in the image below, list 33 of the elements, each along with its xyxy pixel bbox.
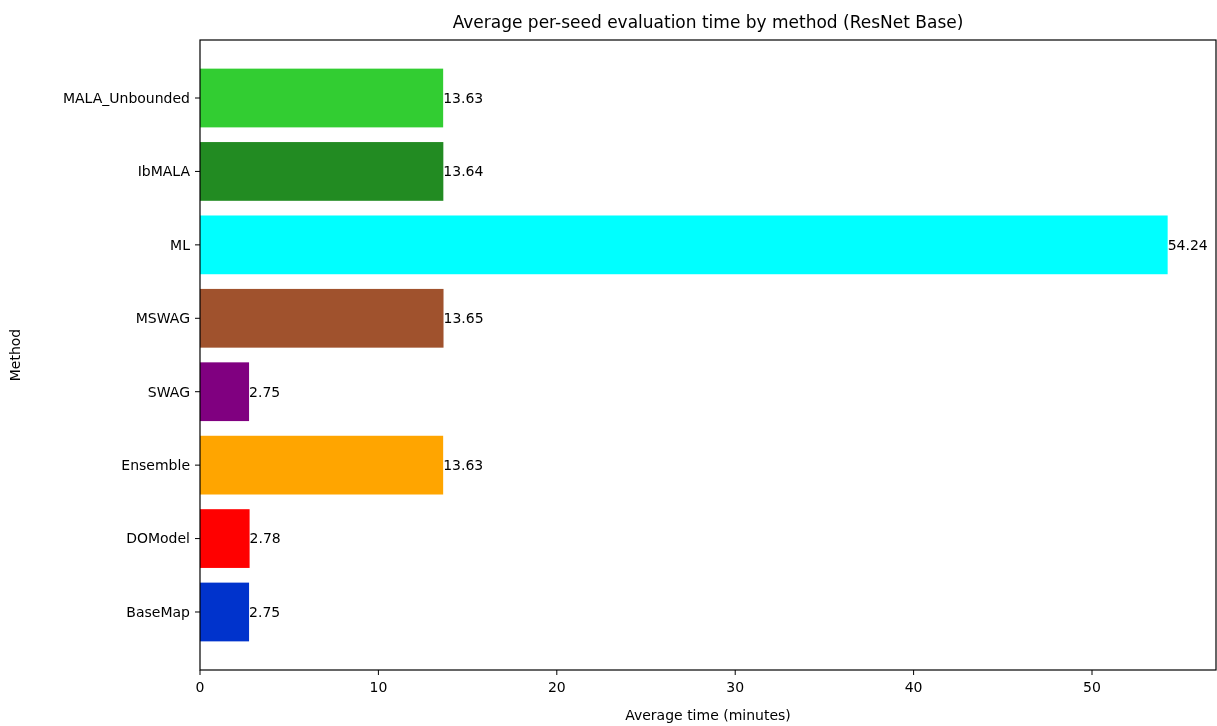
y-axis-title: Method	[7, 328, 23, 382]
y-tick-label: BaseMap	[126, 603, 191, 620]
x-tick-label: 40	[904, 679, 923, 695]
bar	[200, 68, 444, 128]
bar	[200, 582, 250, 642]
data-label: 2.78	[249, 530, 281, 547]
chart-title: Average per-seed evaluation time by method (ResNet Base)	[452, 12, 964, 32]
bar	[200, 435, 444, 495]
x-tick-label: 30	[726, 679, 745, 695]
data-label: 13.63	[443, 457, 484, 474]
bar	[200, 142, 444, 201]
y-tick-label: MALA_Unbounded	[62, 89, 190, 106]
y-tick-label: MSWAG	[135, 310, 190, 327]
bar	[200, 362, 250, 422]
bar	[200, 215, 1168, 275]
data-label: 13.63	[443, 89, 484, 106]
data-label: 13.64	[443, 163, 484, 180]
y-tick-label: ML	[170, 236, 191, 253]
y-tick-label: Ensemble	[121, 457, 190, 474]
y-tick-label: DOModel	[126, 530, 190, 547]
x-axis-title: Average time (minutes)	[625, 707, 791, 723]
data-label: 2.75	[249, 603, 281, 620]
y-tick-label: SWAG	[147, 383, 190, 400]
data-label: 2.75	[249, 383, 281, 400]
x-tick-label: 50	[1083, 679, 1101, 695]
x-tick-label: 10	[369, 679, 388, 695]
x-tick-label: 20	[547, 679, 566, 695]
data-label: 13.65	[443, 310, 484, 327]
data-label: 54.24	[1167, 236, 1208, 253]
bar	[200, 509, 250, 568]
x-tick-label: 0	[195, 679, 205, 695]
bar	[200, 288, 444, 348]
y-tick-label: IbMALA	[137, 163, 191, 180]
